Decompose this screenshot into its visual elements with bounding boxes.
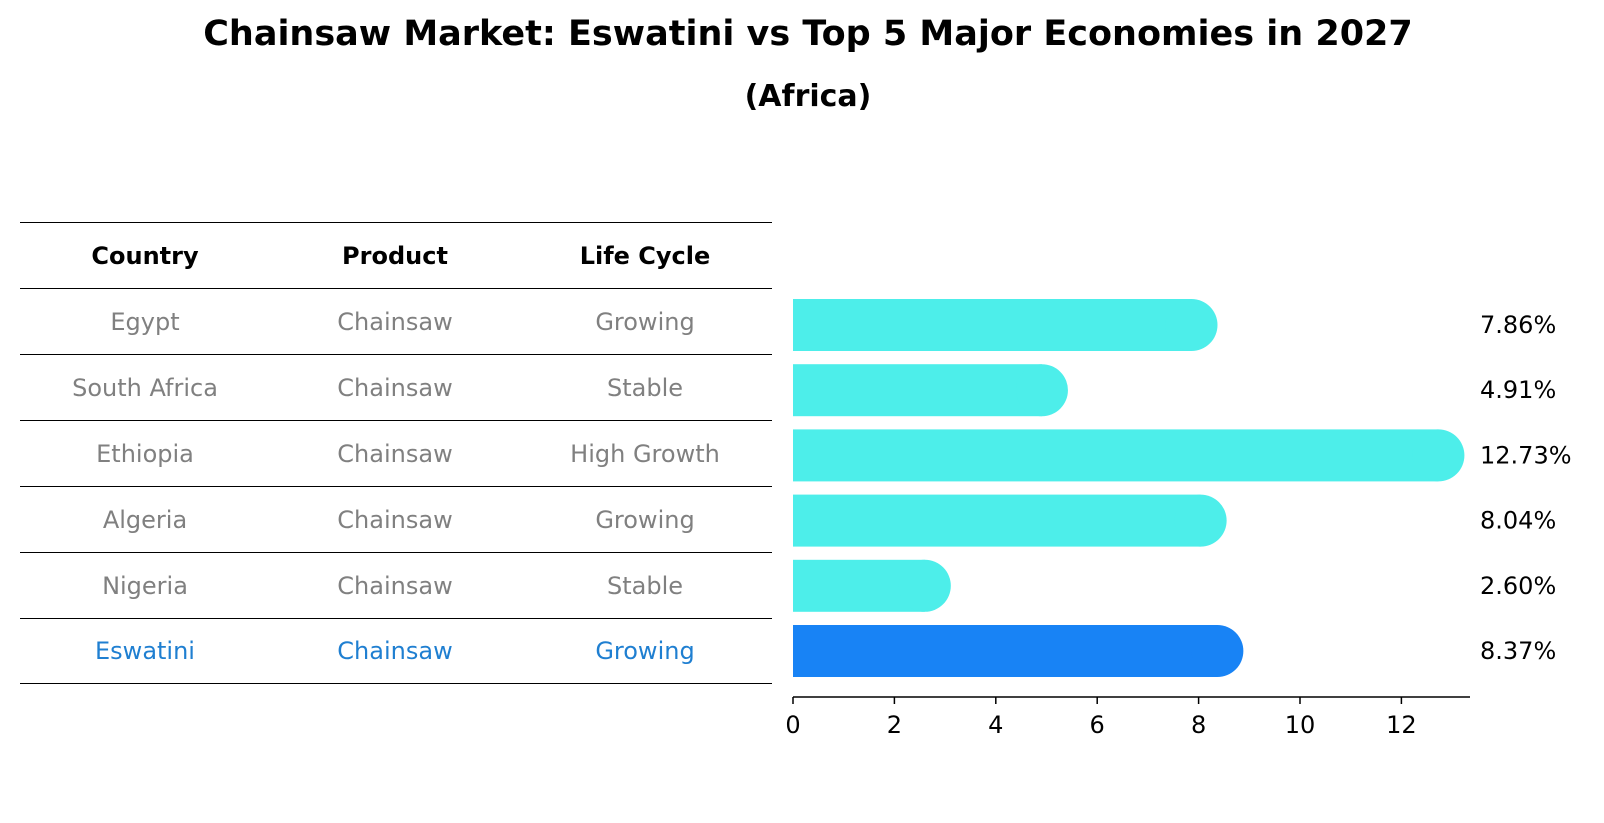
cell-life-cycle: Stable — [606, 373, 684, 402]
bar-cap — [1015, 364, 1068, 417]
table-header-row: Country Product Life Cycle — [20, 222, 772, 288]
cell-product: Chainsaw — [337, 373, 453, 402]
cell-country: Nigeria — [102, 571, 188, 600]
bar-body — [793, 299, 1192, 351]
bar-algeria — [793, 494, 1227, 547]
cell-life-cycle: Growing — [595, 307, 695, 336]
bar-cap — [1191, 625, 1244, 677]
cell-product: Chainsaw — [337, 571, 453, 600]
table-row: Algeria Chainsaw Growing — [20, 486, 772, 552]
cell-country: Egypt — [110, 307, 180, 336]
cell-country: Eswatini — [95, 637, 195, 665]
chart-subtitle: (Africa) — [744, 79, 872, 114]
cell-product: Chainsaw — [337, 439, 453, 468]
bar-body — [793, 429, 1439, 482]
cell-country: Algeria — [102, 505, 188, 534]
cell-life-cycle: High Growth — [570, 439, 720, 468]
value-label: 4.91% — [1480, 376, 1556, 404]
bar-eswatini — [793, 625, 1244, 677]
value-label: 8.37% — [1480, 637, 1556, 665]
cell-life-cycle: Stable — [606, 571, 684, 600]
cell-life-cycle: Growing — [595, 505, 695, 534]
x-tick-label: 4 — [988, 711, 1003, 739]
bar-nigeria — [793, 559, 951, 612]
bar-ethiopia — [793, 429, 1465, 482]
value-label: 2.60% — [1480, 572, 1556, 600]
bar-cap — [1165, 299, 1218, 351]
x-tick-label: 10 — [1285, 711, 1316, 739]
table-row: Egypt Chainsaw Growing — [20, 288, 772, 354]
table-row-highlighted: Eswatini Chainsaw Growing — [20, 618, 772, 684]
bar-south-africa — [793, 364, 1068, 417]
table-row: Ethiopia Chainsaw High Growth — [20, 420, 772, 486]
header-country: Country — [91, 241, 199, 270]
bar-body — [793, 625, 1218, 677]
bar-body — [793, 364, 1042, 417]
x-tick-label: 2 — [887, 711, 902, 739]
header-life-cycle: Life Cycle — [579, 241, 711, 270]
cell-life-cycle: Growing — [595, 637, 695, 665]
x-tick-label: 8 — [1191, 711, 1206, 739]
chart-title: Chainsaw Market: Eswatini vs Top 5 Major… — [203, 14, 1413, 54]
x-tick-label: 0 — [785, 711, 800, 739]
cell-product: Chainsaw — [337, 505, 453, 534]
bar-cap — [898, 559, 951, 612]
bar-cap — [1174, 494, 1227, 547]
table-row: South Africa Chainsaw Stable — [20, 354, 772, 420]
table-row: Nigeria Chainsaw Stable — [20, 552, 772, 618]
x-tick-label: 12 — [1386, 711, 1417, 739]
value-label: 7.86% — [1480, 311, 1556, 339]
cell-product: Chainsaw — [337, 637, 453, 665]
bar-cap — [1412, 429, 1465, 482]
value-label: 12.73% — [1480, 441, 1572, 469]
cell-country: South Africa — [72, 373, 218, 402]
cell-country: Ethiopia — [96, 439, 194, 468]
data-table: Country Product Life Cycle Egypt Chainsa… — [20, 222, 772, 684]
header-product: Product — [342, 241, 448, 270]
bar-body — [793, 494, 1201, 547]
cell-product: Chainsaw — [337, 307, 453, 336]
bar-egypt — [793, 299, 1218, 351]
value-label: 8.04% — [1480, 507, 1556, 535]
x-tick-label: 6 — [1090, 711, 1105, 739]
